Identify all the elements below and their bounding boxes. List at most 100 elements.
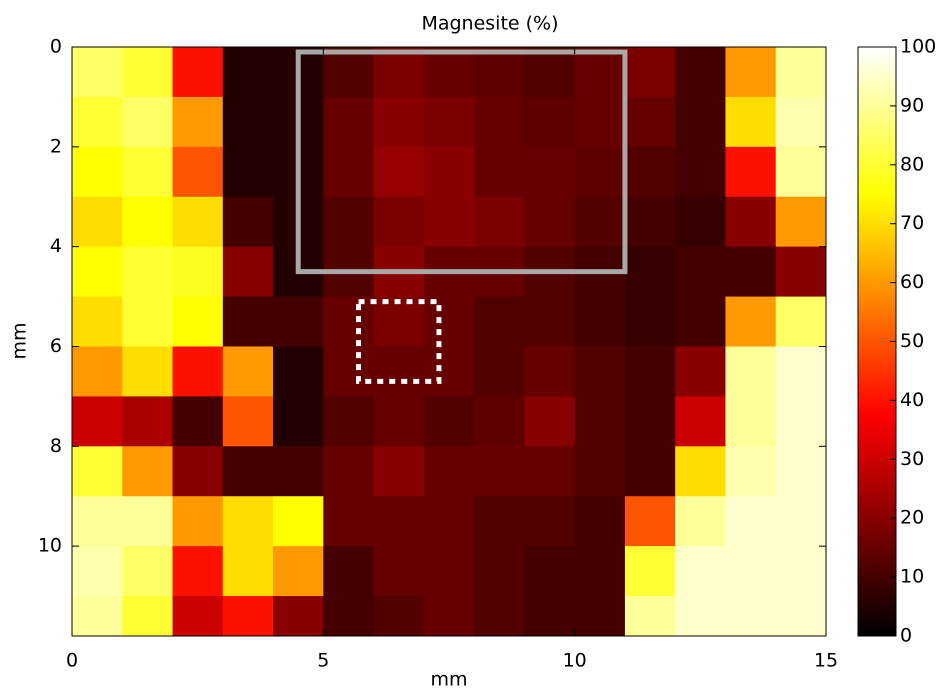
heatmap-cell [775,296,826,347]
heatmap-cell [624,246,676,298]
heatmap-cell [273,446,324,497]
heatmap-cell [524,596,576,636]
heatmap-cell [524,96,576,148]
heatmap-cell [423,446,475,497]
heatmap-cell [222,296,274,347]
heatmap-cell [423,496,475,547]
heatmap-cell [624,396,676,447]
heatmap-cell [122,496,174,547]
heatmap-cell [323,496,375,547]
heatmap-cell [373,546,425,597]
heatmap-cell [574,47,626,98]
heatmap-cell [122,446,174,497]
heatmap-cell [725,596,777,636]
heatmap-cell [624,146,676,198]
heatmap-cell [72,47,123,98]
heatmap-cell [725,396,777,447]
heatmap-cell [222,596,274,636]
heatmap-cell [373,296,425,347]
heatmap-cell [172,47,224,98]
heatmap-cell [172,96,224,148]
heatmap-cell [675,146,726,198]
heatmap-cell [172,496,224,547]
heatmap-cell [574,596,626,636]
heatmap-cell [675,196,726,248]
heatmap-cell [574,96,626,148]
y-tick-label: 10 [38,535,62,557]
heatmap-cell [775,446,826,497]
x-tick-label: 0 [66,650,78,672]
heatmap-cell [574,196,626,248]
heatmap-cell [122,546,174,597]
colorbar-tick-label: 40 [900,389,924,411]
heatmap-cell [273,396,324,447]
heatmap-cell [574,496,626,547]
heatmap-cell [172,596,224,636]
heatmap-cell [273,296,324,347]
x-tick-label: 10 [563,650,587,672]
x-tick-label: 15 [814,650,838,672]
heatmap-cell [222,96,274,148]
heatmap-cell [72,246,123,298]
heatmap-cell [323,47,375,98]
heatmap-cell [574,546,626,597]
heatmap-cell [474,96,525,148]
heatmap-cell [423,196,475,248]
heatmap-cell [423,47,475,98]
heatmap-cell [775,196,826,248]
heatmap-cell [222,246,274,298]
heatmap-cell [725,496,777,547]
heatmap-cell [423,96,475,148]
y-axis-label: mm [9,322,31,359]
heatmap-cell [72,146,123,198]
heatmap-cell [624,296,676,347]
colorbar-tick-label: 70 [900,212,924,234]
heatmap-cell [474,146,525,198]
heatmap-cell [222,346,274,397]
heatmap-cell [474,47,525,98]
heatmap-cell [72,596,123,636]
heatmap-cell [775,596,826,636]
heatmap-cell [725,446,777,497]
heatmap-cell [172,146,224,198]
heatmap-cell [72,296,123,347]
heatmap-cell [524,396,576,447]
heatmap-cell [675,396,726,447]
heatmap-cell [725,146,777,198]
heatmap-cell [675,47,726,98]
heatmap-cell [524,146,576,198]
heatmap-cell [775,146,826,198]
heatmap-cell [172,196,224,248]
colorbar-tick-label: 60 [900,271,924,293]
heatmap-cell [122,346,174,397]
heatmap-cell [423,146,475,198]
heatmap-cell [122,146,174,198]
heatmap-cell [524,496,576,547]
heatmap-cell [524,296,576,347]
heatmap-cell [172,396,224,447]
colorbar-tick-label: 50 [900,330,924,352]
heatmap-cell [373,47,425,98]
heatmap-cell [725,47,777,98]
heatmap-cell [524,346,576,397]
heatmap-cell [72,546,123,597]
heatmap-cell [474,546,525,597]
heatmap-cell [775,496,826,547]
heatmap-cell [423,396,475,447]
heatmap-cell [373,196,425,248]
x-tick-label: 5 [317,650,329,672]
heatmap-cell [775,47,826,98]
heatmap-cell [122,296,174,347]
heatmap-cell [373,596,425,636]
heatmap-cell [122,96,174,148]
colorbar-tick-label: 10 [900,566,924,588]
colorbar-tick-label: 30 [900,448,924,470]
heatmap-cell [172,546,224,597]
heatmap-cell [675,96,726,148]
heatmap-cell [72,346,123,397]
heatmap-cell [172,296,224,347]
heatmap-cell [222,496,274,547]
heatmap-cell [524,546,576,597]
colorbar-tick-label: 100 [900,36,936,58]
heatmap-cell [172,246,224,298]
